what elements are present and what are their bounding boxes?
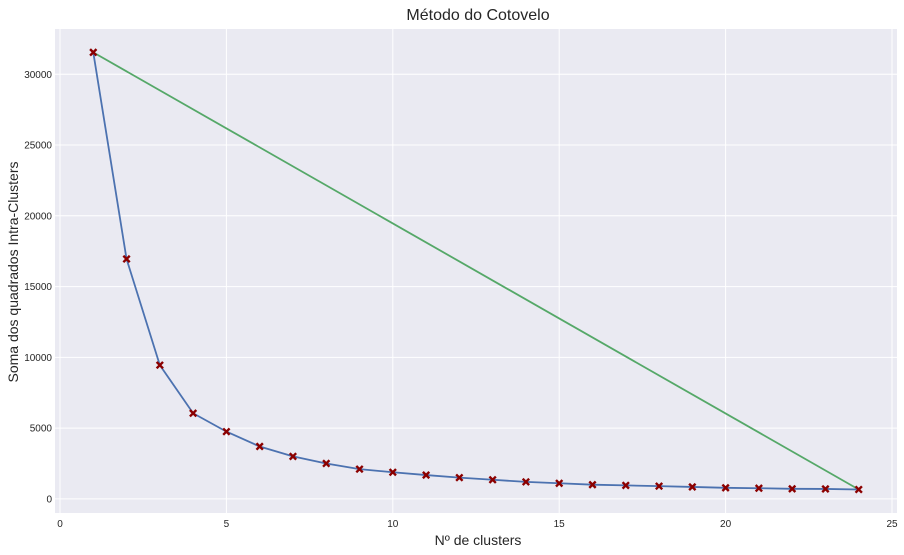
data-point-marker [89, 48, 98, 57]
grid-lines [55, 29, 897, 513]
y-tick-label: 30000 [24, 70, 52, 81]
x-tick-label: 10 [387, 519, 399, 530]
data-point-marker [388, 468, 397, 477]
data-point-marker [821, 484, 830, 493]
data-point-marker [521, 477, 530, 486]
y-tick-label: 5000 [30, 424, 53, 435]
wcss-line [92, 52, 859, 491]
data-point-marker [322, 459, 331, 468]
x-axis-label: Nº de clusters [435, 532, 522, 548]
x-tick-labels: 0 5 10 15 20 25 [57, 519, 898, 530]
y-tick-label: 10000 [24, 353, 52, 364]
data-point-marker [122, 254, 131, 264]
reference-line [92, 51, 860, 491]
data-point-marker [654, 482, 664, 491]
x-tick-label: 15 [554, 519, 566, 530]
y-tick-labels: 0 5000 10000 15000 20000 25000 30000 [24, 70, 52, 506]
data-point-marker [854, 485, 863, 494]
data-point-marker [155, 361, 164, 370]
data-point-marker [788, 484, 797, 493]
data-point-marker [488, 475, 497, 484]
y-axis-label: Soma dos quadrados Intra-Clusters [5, 162, 21, 383]
series-lines [92, 51, 860, 491]
data-point-marker [555, 479, 564, 488]
series-markers [89, 48, 863, 494]
y-tick-label: 15000 [24, 282, 52, 293]
data-point-marker [588, 480, 597, 489]
data-point-marker [422, 471, 431, 480]
data-point-marker [621, 481, 630, 490]
data-point-marker [189, 409, 198, 418]
data-point-marker [721, 483, 730, 492]
data-point-marker [355, 465, 364, 474]
chart-title: Método do Cotovelo [406, 7, 549, 24]
x-tick-label: 0 [57, 519, 63, 530]
x-tick-label: 20 [720, 519, 732, 530]
y-tick-label: 20000 [24, 211, 52, 222]
data-point-marker [688, 482, 697, 492]
data-point-marker [222, 427, 231, 436]
data-point-marker [255, 442, 264, 451]
x-tick-label: 25 [886, 519, 898, 530]
x-tick-label: 5 [224, 519, 230, 530]
data-point-marker [455, 473, 464, 482]
data-point-marker [754, 484, 763, 493]
data-point-marker [288, 452, 298, 461]
y-tick-label: 0 [46, 494, 52, 505]
y-tick-label: 25000 [24, 141, 52, 152]
